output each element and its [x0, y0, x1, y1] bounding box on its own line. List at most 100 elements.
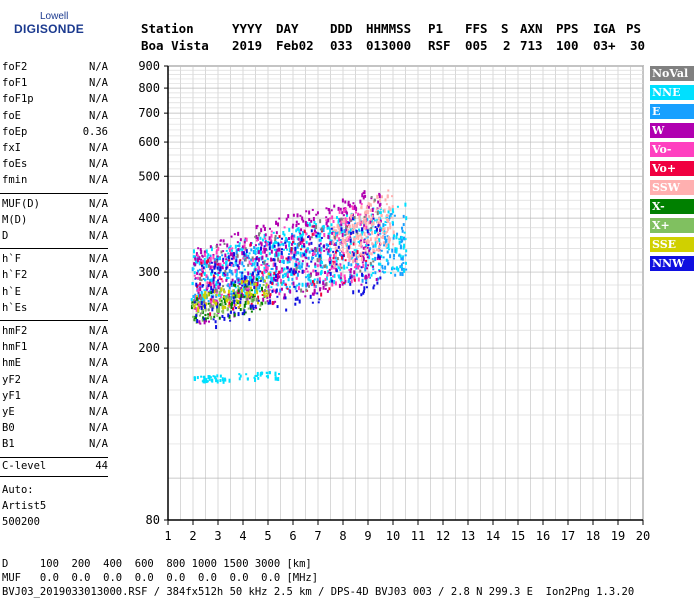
scatter-point: [300, 228, 303, 232]
scatter-point: [340, 278, 343, 283]
scatter-point: [261, 255, 264, 260]
scatter-point: [192, 267, 195, 270]
scatter-point: [218, 275, 221, 279]
scatter-point: [404, 238, 407, 241]
scatter-point: [360, 266, 363, 269]
scatter-point: [336, 231, 339, 235]
scatter-point: [228, 314, 231, 319]
scatter-point: [334, 263, 337, 267]
scatter-point: [235, 307, 238, 310]
scatter-point: [280, 269, 283, 274]
scatter-point: [310, 283, 313, 287]
scatter-point: [266, 283, 269, 286]
scatter-point: [372, 260, 375, 263]
scatter-point: [371, 258, 374, 261]
scatter-point: [341, 281, 344, 286]
scatter-point: [295, 290, 298, 293]
scatter-point: [348, 203, 351, 208]
legend-item: W: [650, 123, 694, 138]
separator-line: [0, 248, 108, 250]
scatter-point: [261, 371, 264, 374]
scatter-point: [321, 266, 324, 269]
scatter-point: [328, 211, 331, 215]
scatter-point: [305, 249, 308, 254]
scatter-point: [258, 243, 261, 246]
scatter-point: [215, 249, 218, 252]
scatter-point: [248, 275, 251, 279]
scatter-point: [206, 285, 209, 290]
scatter-point: [220, 287, 223, 292]
scatter-point: [326, 226, 329, 230]
scatter-point: [229, 261, 232, 264]
header-value: Feb02: [276, 38, 314, 53]
scatter-point: [268, 294, 271, 299]
scatter-point: [277, 252, 280, 257]
scatter-point: [288, 227, 291, 232]
scatter-point: [378, 256, 381, 259]
scatter-point: [227, 277, 230, 280]
scatter-point: [331, 215, 334, 220]
scatter-point: [201, 318, 204, 322]
scatter-point: [368, 249, 371, 253]
y-tick-label: 900: [138, 59, 160, 73]
scatter-point: [393, 253, 396, 257]
scatter-point: [271, 289, 274, 293]
scatter-point: [211, 269, 214, 274]
scatter-point: [230, 269, 233, 274]
scatter-point: [322, 245, 325, 248]
scatter-point: [345, 243, 348, 248]
scatter-point: [270, 233, 273, 238]
scatter-point: [275, 288, 278, 293]
scatter-point: [238, 260, 241, 265]
scatter-point: [229, 297, 232, 302]
scatter-point: [254, 282, 257, 286]
scatter-point: [301, 244, 304, 248]
scatter-point: [374, 210, 377, 213]
scatter-point: [301, 252, 304, 257]
scatter-point: [280, 237, 283, 240]
scatter-point: [250, 258, 253, 262]
scatter-point: [291, 256, 294, 260]
scatter-point: [327, 248, 330, 253]
scatter-point: [384, 198, 387, 202]
scatter-point: [210, 271, 213, 276]
scatter-point: [224, 303, 227, 306]
scatter-point: [225, 249, 228, 252]
scatter-point: [227, 255, 230, 260]
scatter-point: [360, 236, 363, 240]
scatter-point: [219, 263, 222, 268]
scatter-point: [207, 313, 210, 316]
scatter-point: [219, 379, 222, 383]
scatter-point: [352, 275, 355, 278]
scatter-point: [229, 319, 232, 322]
scatter-point: [266, 371, 269, 374]
scatter-point: [244, 311, 247, 314]
scatter-point: [313, 220, 316, 224]
scatter-point: [371, 214, 374, 219]
scatter-point: [219, 262, 222, 266]
scatter-point: [382, 234, 385, 239]
scatter-point: [191, 301, 194, 305]
scatter-point: [308, 250, 311, 254]
scatter-point: [401, 226, 404, 230]
scatter-point: [259, 236, 262, 240]
scatter-point: [325, 207, 328, 210]
scatter-point: [352, 290, 355, 295]
scatter-point: [243, 268, 246, 271]
scatter-point: [387, 244, 390, 249]
scatter-point: [247, 290, 250, 293]
scatter-point: [230, 284, 233, 287]
scatter-point: [234, 244, 237, 249]
scatter-point: [303, 269, 306, 273]
scatter-point: [311, 301, 314, 304]
scatter-point: [334, 243, 337, 246]
scatter-point: [230, 262, 233, 267]
scatter-point: [329, 217, 332, 220]
scatter-point: [254, 304, 257, 308]
scatter-point: [317, 301, 320, 304]
scatter-point: [209, 312, 212, 317]
scatter-point: [373, 284, 376, 287]
scatter-point: [280, 255, 283, 260]
header-value: 2: [503, 38, 511, 53]
scatter-point: [299, 214, 302, 217]
